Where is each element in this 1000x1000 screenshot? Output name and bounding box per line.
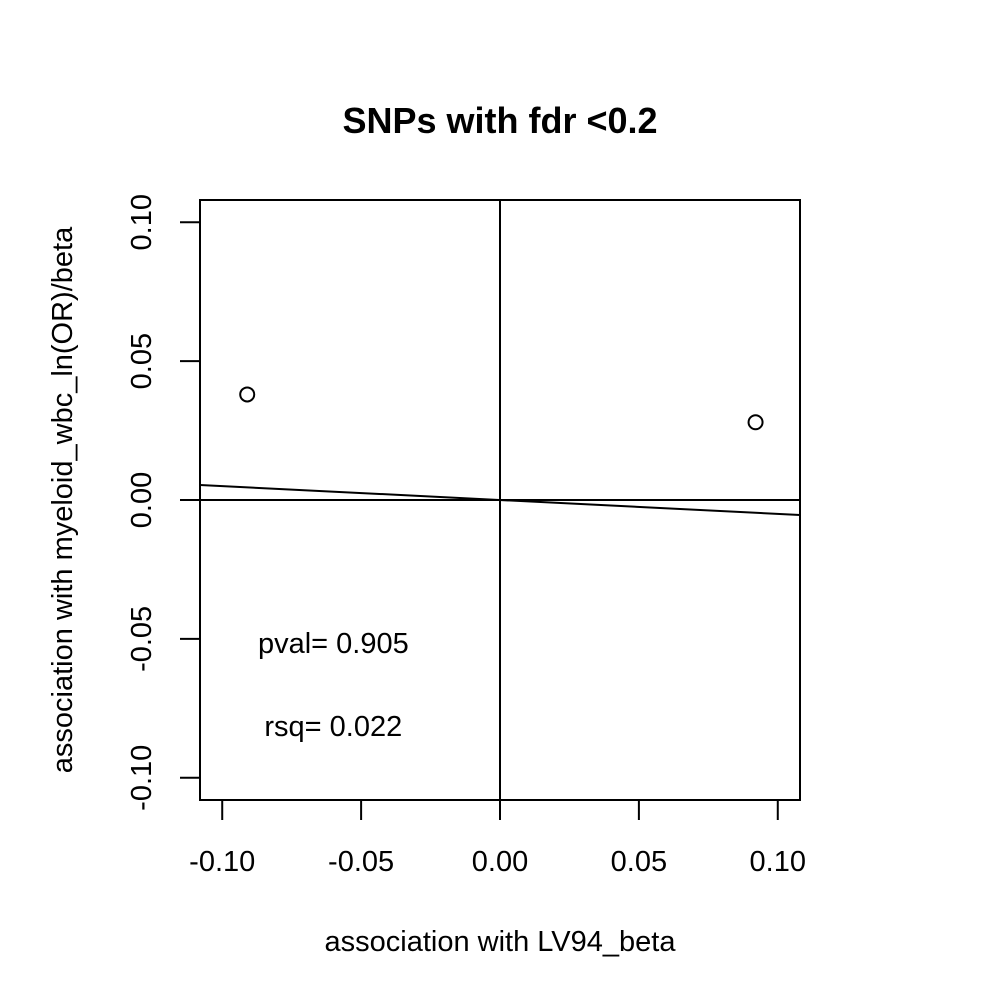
y-axis-label: association with myeloid_wbc_ln(OR)/beta (47, 226, 79, 773)
x-axis: -0.10 -0.05 0.00 0.05 0.10 (189, 799, 806, 878)
y-tick-label: 0.05 (126, 333, 158, 389)
x-tick-label: 0.05 (611, 846, 667, 878)
y-axis: -0.10 -0.05 0.00 0.05 0.10 (126, 194, 201, 811)
pval-annotation: pval= 0.905 (258, 628, 409, 660)
y-tick-label: -0.05 (126, 606, 158, 672)
x-tick-label: 0.10 (750, 846, 806, 878)
x-tick-label: 0.00 (472, 846, 528, 878)
x-tick-label: -0.10 (189, 846, 255, 878)
x-axis-label: association with LV94_beta (325, 926, 677, 958)
y-tick-label: -0.10 (126, 745, 158, 811)
y-tick-label: 0.10 (126, 194, 158, 250)
rsq-annotation: rsq= 0.022 (264, 711, 402, 743)
chart-title: SNPs with fdr <0.2 (342, 100, 657, 141)
data-point (239, 386, 256, 403)
plot-area: pval= 0.905 rsq= 0.022 (199, 200, 801, 800)
regression-line (199, 484, 801, 516)
y-tick-label: 0.00 (126, 472, 158, 528)
data-point (747, 414, 764, 431)
x-tick-label: -0.05 (328, 846, 394, 878)
